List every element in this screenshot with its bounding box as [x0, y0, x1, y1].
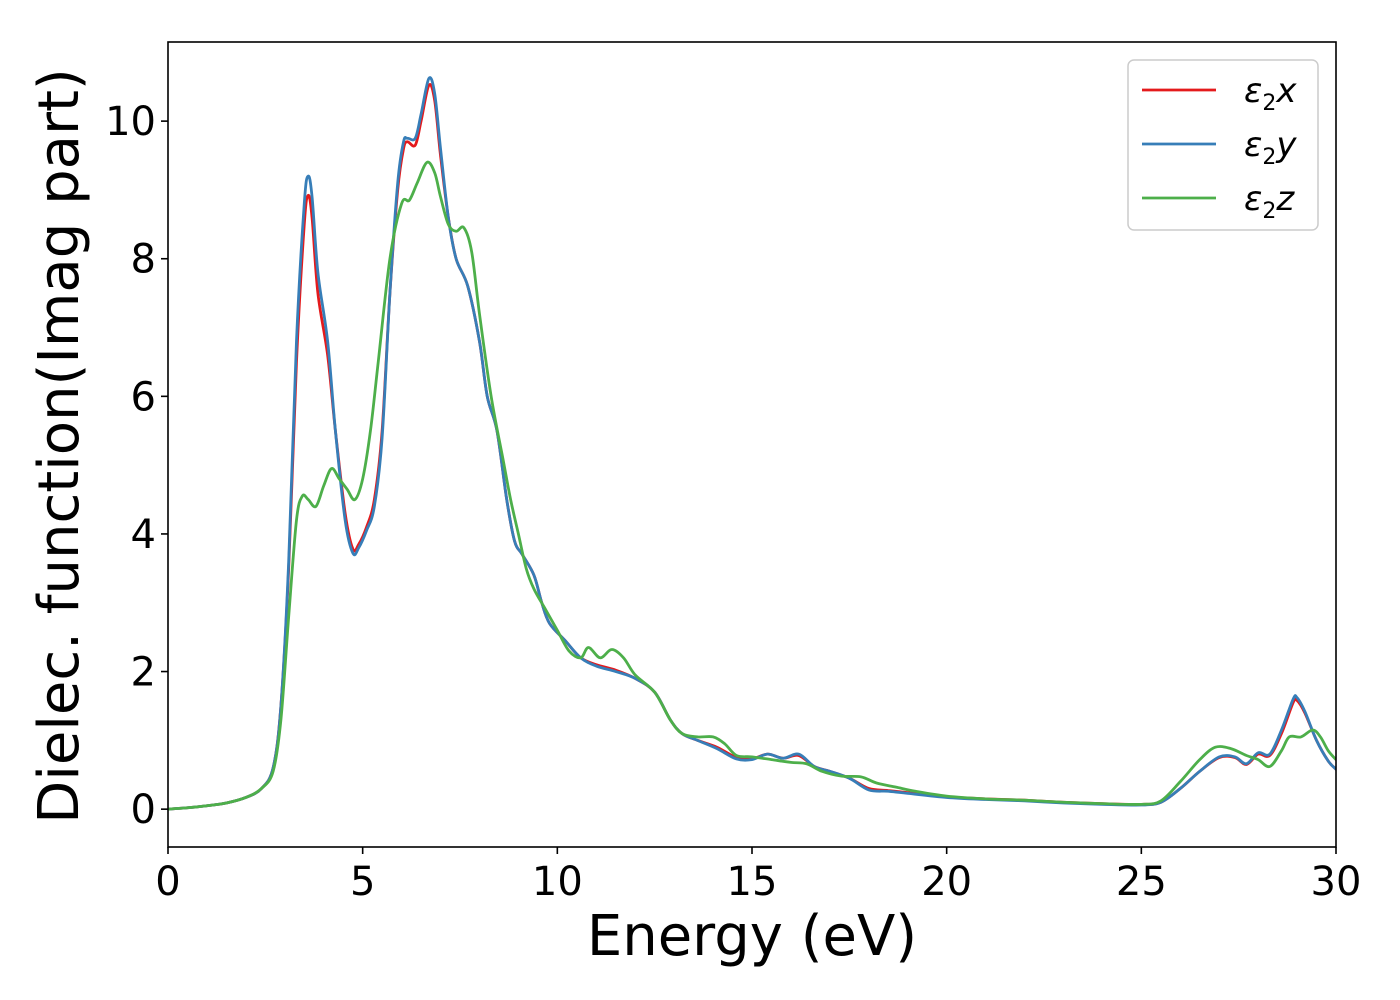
legend-label: ε2y — [1244, 125, 1297, 170]
x-tick-label: 30 — [1311, 859, 1362, 905]
y-tick-label: 8 — [131, 237, 156, 283]
legend-label: ε2x — [1244, 71, 1297, 116]
y-tick-label: 6 — [131, 374, 156, 420]
x-tick-label: 20 — [921, 859, 972, 905]
y-tick-label: 2 — [131, 650, 156, 696]
y-tick-label: 10 — [105, 99, 156, 145]
x-axis-title: Energy (eV) — [587, 904, 917, 969]
x-tick-label: 15 — [727, 859, 778, 905]
x-tick-label: 5 — [350, 859, 375, 905]
y-axis-title: Dielec. function(Imag part) — [27, 68, 92, 824]
y-axis: 0 2 4 6 8 10 — [105, 99, 168, 833]
y-tick-label: 4 — [131, 512, 156, 558]
y-tick-label: 0 — [131, 787, 156, 833]
legend: ε2x ε2y ε2z — [1127, 59, 1319, 231]
x-tick-label: 0 — [155, 859, 180, 905]
x-axis: 0 5 10 15 20 25 30 — [155, 847, 1361, 905]
x-tick-label: 25 — [1116, 859, 1167, 905]
legend-label: ε2z — [1244, 179, 1295, 224]
series-layer — [168, 76, 1336, 811]
series-line-eps2z — [168, 160, 1336, 811]
x-tick-label: 10 — [532, 859, 583, 905]
legend-box — [1127, 59, 1319, 231]
